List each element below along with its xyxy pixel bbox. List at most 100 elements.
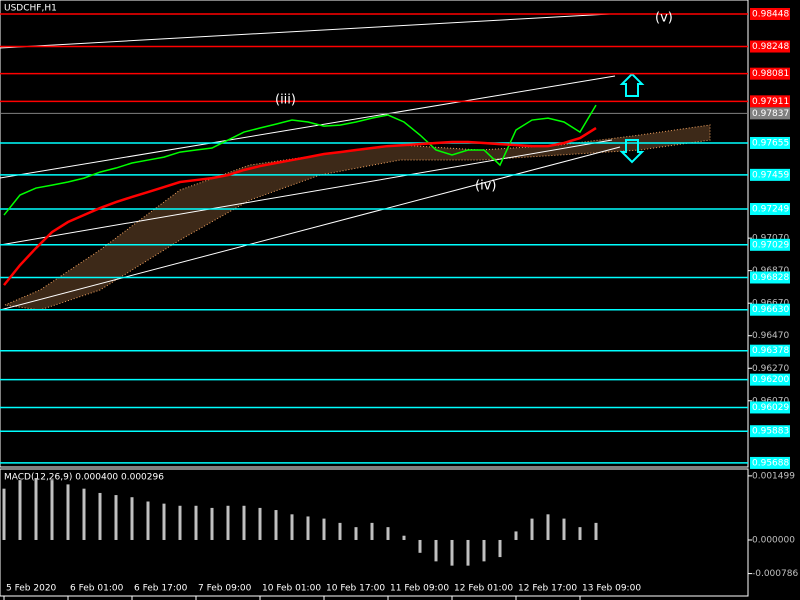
level-label: 0.97837: [752, 109, 789, 119]
macd-bar: [226, 505, 230, 540]
level-box: [750, 107, 790, 120]
level-label: 0.96828: [752, 273, 789, 283]
macd-bar: [242, 505, 246, 540]
x-tick-label: 10 Feb 01:00: [262, 584, 321, 594]
price-line: [3, 126, 597, 286]
wave-label: (iii): [275, 93, 296, 108]
level-box: [750, 40, 790, 53]
y-tick-label: 0.96270: [752, 364, 789, 374]
macd-frame: [0, 468, 749, 597]
x-tick-label: 6 Feb 17:00: [134, 584, 188, 594]
level-label: 0.97249: [752, 205, 789, 215]
level-label: 0.97459: [752, 170, 789, 180]
macd-bar: [386, 527, 390, 540]
macd-bar: [130, 497, 134, 540]
y-tick-label: 0.000000: [752, 535, 795, 545]
level-box: [750, 373, 790, 386]
macd-bar: [450, 539, 454, 566]
macd-bar: [82, 488, 86, 540]
macd-bar: [466, 539, 470, 566]
macd-bar: [546, 514, 550, 540]
y-tick-label: 0.96470: [752, 331, 789, 341]
macd-bar: [354, 527, 358, 540]
level-box: [750, 203, 790, 216]
macd-bar: [34, 477, 38, 540]
x-tick-label: 10 Feb 17:00: [326, 584, 385, 594]
level-label: 0.97029: [752, 240, 789, 250]
level-label: 0.97655: [752, 138, 789, 148]
macd-bar: [258, 507, 262, 540]
macd-bar: [290, 514, 294, 540]
level-box: [750, 136, 790, 149]
macd-bar: [322, 518, 326, 540]
macd-bar: [482, 539, 486, 562]
macd-bar: [434, 539, 438, 562]
level-label: 0.96029: [752, 403, 789, 413]
macd-bar: [562, 518, 566, 540]
level-box: [750, 456, 790, 469]
macd-bar: [162, 503, 166, 540]
x-tick-label: 13 Feb 09:00: [582, 584, 641, 594]
macd-bar: [338, 522, 342, 540]
x-tick-label: 12 Feb 01:00: [454, 584, 513, 594]
macd-bar: [178, 505, 182, 540]
macd-bar: [274, 510, 278, 540]
wave-label: (iv): [475, 179, 496, 194]
macd-bar: [50, 480, 54, 540]
level-box: [750, 401, 790, 414]
macd-bar: [18, 480, 22, 540]
price-line: [3, 104, 597, 216]
y-tick-label: 0.96070: [752, 396, 789, 406]
macd-bar: [194, 505, 198, 540]
y-tick-label: 0.96670: [752, 299, 789, 309]
ichimoku-cloud: [3, 124, 711, 311]
macd-bar: [514, 531, 518, 540]
macd-bar: [210, 507, 214, 540]
macd-bar: [530, 518, 534, 540]
level-label: 0.98248: [752, 42, 789, 52]
channel-line: [0, 75, 616, 179]
macd-bar: [98, 492, 102, 540]
macd-bar: [578, 527, 582, 540]
y-tick-label: -0.000786: [752, 569, 798, 579]
macd-bar: [66, 484, 70, 540]
level-label: 0.96200: [752, 375, 789, 385]
wave-label: (v): [655, 11, 673, 26]
macd-bar: [114, 495, 118, 540]
level-label: 0.95883: [752, 427, 789, 437]
level-box: [750, 95, 790, 108]
arrow-up: [619, 72, 645, 97]
y-tick-label: 0.96870: [752, 266, 789, 276]
level-box: [750, 425, 790, 438]
level-box: [750, 168, 790, 181]
macd-bar: [370, 522, 374, 540]
level-label: 0.98081: [752, 69, 789, 79]
arrow-down: [619, 139, 645, 164]
level-box: [750, 271, 790, 284]
level-label: 0.96630: [752, 305, 789, 315]
chart-title: USDCHF,H1: [4, 4, 57, 14]
macd-bar: [594, 522, 598, 540]
level-label: 0.95688: [752, 458, 789, 468]
macd-bar: [146, 501, 150, 540]
x-tick-label: 6 Feb 01:00: [70, 584, 124, 594]
y-tick-label: 0.97070: [752, 234, 789, 244]
macd-bar: [306, 516, 310, 540]
level-label: 0.97911: [752, 97, 789, 107]
level-box: [750, 344, 790, 357]
x-tick-label: 5 Feb 2020: [6, 584, 57, 594]
level-box: [750, 67, 790, 80]
level-box: [750, 7, 790, 20]
channel-line: [0, 139, 613, 246]
level-label: 0.96378: [752, 346, 789, 356]
macd-bar: [498, 539, 502, 558]
x-tick-label: 11 Feb 09:00: [390, 584, 449, 594]
macd-bar: [2, 488, 6, 540]
macd-bar: [418, 539, 422, 553]
macd-title: MACD(12,26,9) 0.000400 0.000296: [4, 473, 164, 483]
macd-bar: [402, 535, 406, 540]
main-frame: [0, 0, 749, 468]
channel-line: [0, 13, 611, 49]
level-box: [750, 303, 790, 316]
